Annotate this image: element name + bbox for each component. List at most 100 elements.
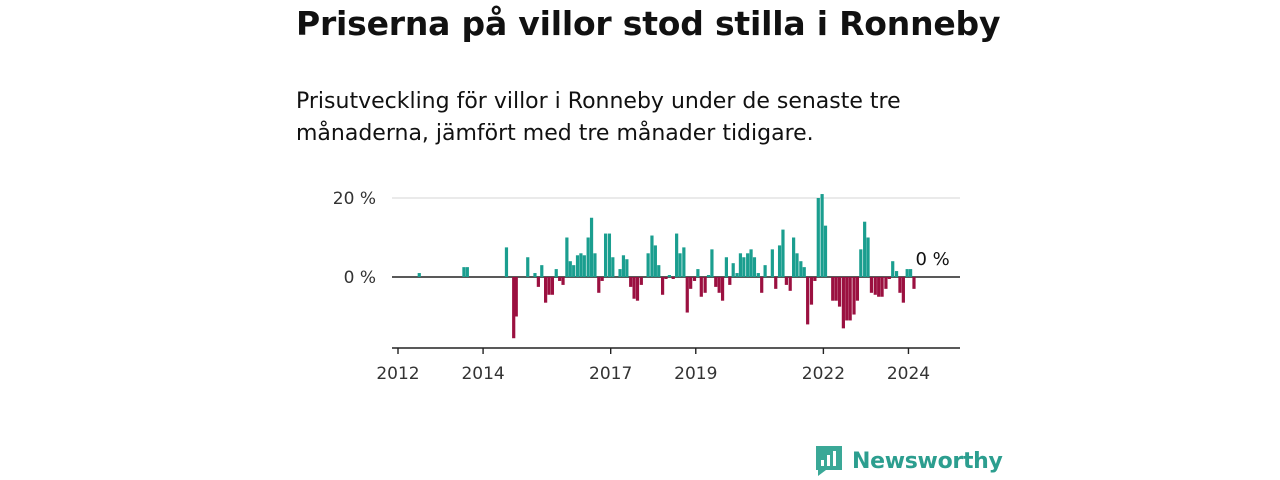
bar xyxy=(603,233,608,277)
bar xyxy=(664,277,668,279)
bar xyxy=(735,273,739,277)
bar-chart: 0 % 20 % 2012 2014 2017 2019 2022 2024 0 % xyxy=(333,189,960,384)
bar xyxy=(792,237,796,277)
bar xyxy=(611,257,615,277)
bar xyxy=(625,259,629,278)
bar xyxy=(802,267,806,278)
bar xyxy=(536,277,540,287)
bar xyxy=(880,277,884,297)
bar xyxy=(859,249,863,277)
bar xyxy=(770,249,774,277)
bar xyxy=(561,277,565,285)
latest-value-label: 0 % xyxy=(915,249,949,270)
axis-layer: 0 % 20 % 2012 2014 2017 2019 2022 2024 xyxy=(333,189,960,384)
bar xyxy=(533,273,537,277)
bar xyxy=(639,277,643,285)
bar xyxy=(462,267,466,278)
bar xyxy=(671,277,675,279)
bar xyxy=(504,247,509,278)
bar xyxy=(746,253,750,277)
bar xyxy=(512,277,516,339)
bar xyxy=(589,217,594,277)
y-tick-label: 20 % xyxy=(333,189,376,209)
bar xyxy=(660,277,665,295)
bar xyxy=(593,253,597,277)
bar xyxy=(898,277,902,293)
bar xyxy=(724,257,728,277)
bar xyxy=(788,277,792,291)
bar xyxy=(646,253,650,277)
bar xyxy=(841,277,845,329)
x-tick-label: 2014 xyxy=(461,364,504,384)
bar xyxy=(809,277,814,305)
bar xyxy=(837,277,842,307)
bar xyxy=(632,277,636,299)
bar xyxy=(692,277,697,281)
bar xyxy=(607,233,612,277)
bar xyxy=(777,245,782,277)
bar xyxy=(689,277,693,289)
newsworthy-logo-icon xyxy=(816,446,842,476)
x-tick-label: 2024 xyxy=(887,364,930,384)
bar xyxy=(696,269,700,277)
bar xyxy=(550,277,555,295)
bar xyxy=(905,269,909,277)
bar xyxy=(514,277,518,317)
bar xyxy=(845,277,849,321)
bar xyxy=(795,253,799,277)
bar xyxy=(600,277,604,281)
bar xyxy=(873,277,877,295)
bar xyxy=(813,277,817,281)
bar xyxy=(749,249,753,277)
bar xyxy=(823,225,828,277)
bar xyxy=(866,237,870,277)
bar xyxy=(629,277,633,287)
bar xyxy=(667,275,671,277)
x-tick-label: 2012 xyxy=(376,364,419,384)
bar xyxy=(863,221,867,277)
bar xyxy=(728,277,732,285)
bar xyxy=(855,277,860,301)
x-tick-label: 2017 xyxy=(589,364,632,384)
y-tick-label: 0 % xyxy=(344,268,376,288)
bar xyxy=(703,277,707,293)
x-tick-label: 2022 xyxy=(802,364,845,384)
bar xyxy=(806,277,810,325)
bar xyxy=(731,263,735,278)
bar xyxy=(752,257,757,277)
bar xyxy=(678,253,682,277)
chart-title: Priserna på villor stod stilla i Ronneby xyxy=(296,4,1001,43)
bar xyxy=(884,277,888,289)
bar xyxy=(554,269,558,277)
bar xyxy=(877,277,881,297)
bar xyxy=(908,269,913,277)
bar xyxy=(742,257,746,277)
bar xyxy=(597,277,601,293)
bar xyxy=(887,277,891,279)
newsworthy-logo: Newsworthy xyxy=(814,444,1003,478)
bar xyxy=(717,277,721,293)
bar xyxy=(848,277,852,321)
bar xyxy=(912,277,916,289)
bar xyxy=(760,277,764,293)
chart-subtitle: Prisutveckling för villor i Ronneby unde… xyxy=(296,89,901,146)
bar xyxy=(568,261,572,277)
bar xyxy=(650,235,654,278)
bar xyxy=(820,194,824,277)
bar xyxy=(618,269,622,277)
bar xyxy=(799,261,803,277)
bar xyxy=(465,267,469,278)
bar xyxy=(891,261,895,277)
bar xyxy=(834,277,838,301)
bar xyxy=(756,273,760,277)
bar xyxy=(869,277,874,293)
bar xyxy=(816,198,820,277)
bar xyxy=(547,277,551,295)
x-tick-label: 2019 xyxy=(674,364,717,384)
bar xyxy=(685,277,689,313)
bar xyxy=(763,265,767,277)
bar xyxy=(781,229,785,277)
bar xyxy=(544,277,548,303)
bar xyxy=(582,255,586,278)
bars-layer xyxy=(417,194,916,339)
